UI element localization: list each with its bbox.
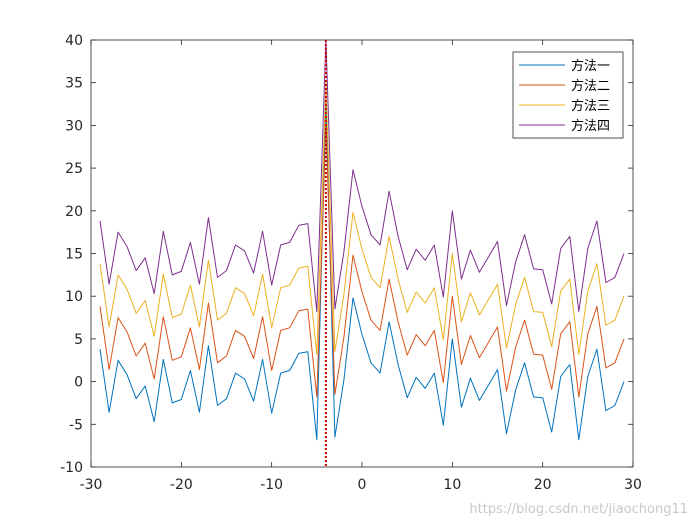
series-layer — [99, 39, 625, 441]
y-tick-label: 35 — [65, 76, 83, 92]
y-tick-label: 40 — [65, 33, 83, 49]
y-tick-label: -5 — [69, 417, 83, 433]
x-tick-label: -30 — [80, 477, 103, 493]
y-tick-label: 10 — [65, 289, 83, 305]
x-tick-label: 30 — [624, 477, 642, 493]
legend-label-2: 方法二 — [571, 78, 610, 94]
series-line-1 — [99, 99, 625, 441]
x-tick-label: 0 — [358, 477, 367, 493]
y-tick-label: 5 — [74, 332, 83, 348]
x-tick-label: -10 — [260, 477, 283, 493]
y-tick-label: 20 — [65, 204, 83, 220]
legend-label-4: 方法四 — [571, 118, 610, 134]
y-tick-label: 30 — [65, 118, 83, 134]
legend-box — [512, 51, 624, 139]
series-line-2 — [99, 124, 625, 398]
legend-label-3: 方法三 — [571, 98, 610, 114]
y-tick-label: 25 — [65, 161, 83, 177]
series-line-3 — [99, 82, 625, 355]
y-tick-label: 0 — [74, 375, 83, 391]
x-tick-label: 20 — [534, 477, 552, 493]
x-tick-label: -20 — [170, 477, 193, 493]
x-tick-label: 10 — [443, 477, 461, 493]
y-tick-label: 15 — [65, 247, 83, 263]
series-line-4 — [99, 39, 625, 313]
watermark-text: https://blog.csdn.net/jiaochong11 — [469, 502, 688, 517]
ticks-layer: -30 -20 -10 0 10 20 30 -10 -5 0 5 10 15 20 25 30 35 40 — [60, 33, 642, 493]
legend-label-1: 方法一 — [571, 58, 610, 74]
y-tick-label: -10 — [60, 460, 83, 476]
